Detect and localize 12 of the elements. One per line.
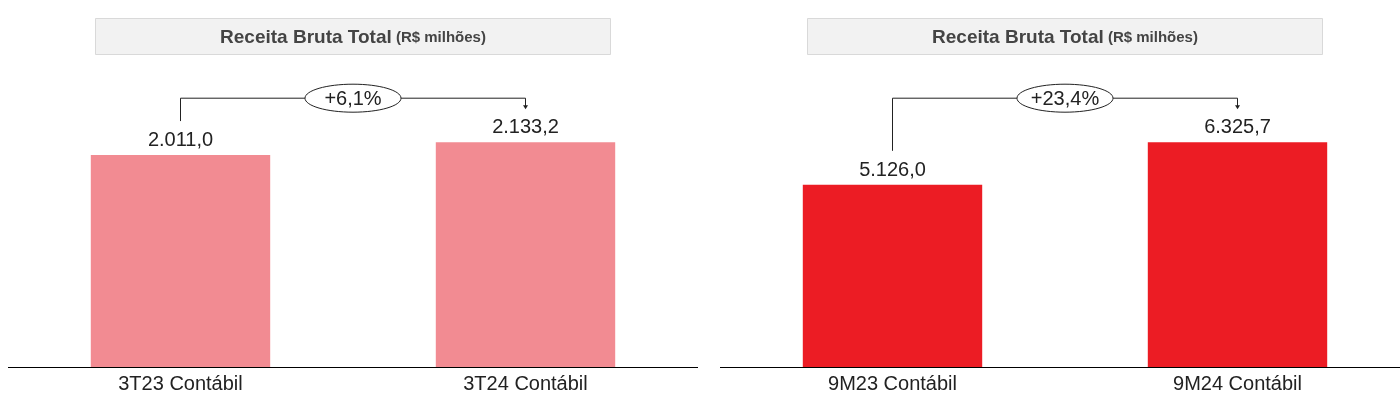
text: +23,4% (1030, 87, 1100, 110)
data-label: 2.011,0 (147, 128, 214, 151)
x-tick-label: 9M24 Contábil (1173, 372, 1302, 394)
x-tick-label: 3T23 Contábil (118, 372, 243, 394)
data-label: 5.126,0 (859, 157, 926, 180)
x-tick-label: 3T24 Contábil (463, 372, 588, 394)
data-label: 2.133,2 (492, 115, 559, 138)
x-tick-label: 9M23 Contábil (828, 372, 957, 394)
chart-title: Receita Bruta Total (R$ milhões) (932, 26, 1198, 47)
data-label: 6.325,7 (1204, 115, 1271, 138)
chart-title: Receita Bruta Total (R$ milhões) (220, 26, 486, 47)
text: +6,1% (324, 87, 382, 110)
